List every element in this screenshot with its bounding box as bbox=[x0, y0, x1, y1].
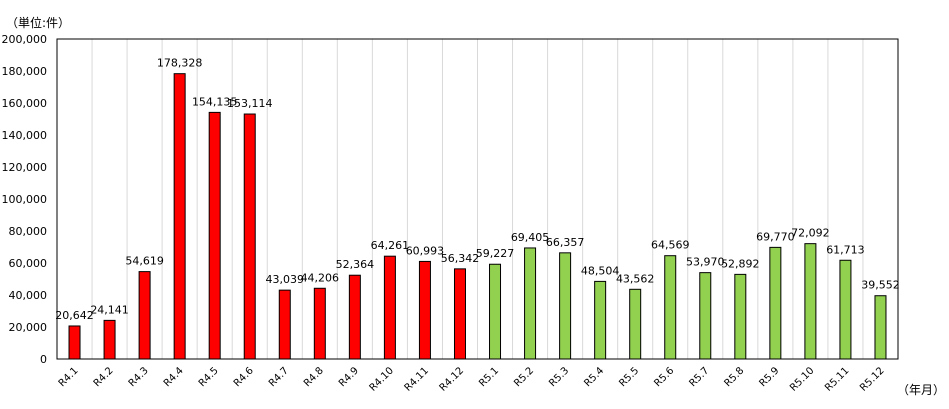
bar-R4.11 bbox=[418, 260, 431, 360]
y-tick-label: 140,000 bbox=[2, 129, 48, 142]
y-tick-label: 40,000 bbox=[9, 289, 48, 302]
bar-R4.12 bbox=[453, 268, 466, 360]
data-label: 48,504 bbox=[581, 264, 620, 277]
x-tick-label: R4.4 bbox=[162, 365, 186, 389]
bar-R4.8 bbox=[313, 287, 326, 360]
y-tick-label: 120,000 bbox=[2, 161, 48, 174]
x-axis-unit-label: （年月） bbox=[897, 383, 946, 397]
plot-border bbox=[56, 38, 899, 360]
bar-R5.9 bbox=[769, 246, 782, 360]
bar-R5.10 bbox=[804, 243, 817, 360]
bar-R5.7 bbox=[699, 272, 712, 360]
x-tick-label: R4.2 bbox=[92, 365, 116, 389]
data-label: 153,114 bbox=[227, 97, 273, 110]
bar-R4.2 bbox=[103, 319, 116, 360]
x-tick-label: R4.7 bbox=[267, 365, 291, 389]
bar-R5.6 bbox=[664, 255, 677, 360]
x-tick-label: R5.8 bbox=[722, 365, 746, 389]
x-tick-label: R5.11 bbox=[823, 365, 851, 393]
y-tick-label: 0 bbox=[40, 353, 47, 366]
x-tick-label: R4.8 bbox=[302, 365, 326, 389]
x-tick-label: R4.1 bbox=[57, 365, 81, 389]
data-label: 54,619 bbox=[125, 255, 164, 268]
bar-R4.3 bbox=[138, 271, 151, 360]
data-label: 56,342 bbox=[441, 252, 480, 265]
bar-R5.1 bbox=[489, 263, 502, 360]
bar-R4.10 bbox=[383, 255, 396, 360]
data-label: 69,770 bbox=[756, 230, 795, 243]
data-label: 43,039 bbox=[266, 273, 305, 286]
data-label: 59,227 bbox=[476, 247, 515, 260]
data-label: 61,713 bbox=[826, 243, 865, 256]
bar-R5.8 bbox=[734, 273, 747, 360]
data-label: 52,892 bbox=[721, 257, 760, 270]
x-tick-label: R5.6 bbox=[652, 365, 676, 389]
x-tick-label: R5.3 bbox=[547, 365, 571, 389]
y-tick-label: 80,000 bbox=[9, 225, 48, 238]
x-tick-label: R4.3 bbox=[127, 365, 151, 389]
bar-R5.2 bbox=[524, 247, 537, 360]
data-label: 24,141 bbox=[90, 303, 129, 316]
bar-R4.5 bbox=[208, 111, 221, 360]
x-tick-label: R4.12 bbox=[438, 365, 466, 393]
x-tick-label: R5.9 bbox=[758, 365, 782, 389]
y-tick-label: 100,000 bbox=[2, 193, 48, 206]
bar-R4.4 bbox=[173, 73, 186, 360]
y-tick-label: 60,000 bbox=[9, 257, 48, 270]
data-label: 66,357 bbox=[546, 236, 585, 249]
bar-R4.7 bbox=[278, 289, 291, 360]
data-label: 60,993 bbox=[406, 244, 445, 257]
x-tick-label: R4.10 bbox=[368, 365, 396, 393]
data-label: 39,552 bbox=[861, 279, 900, 292]
bar-R5.4 bbox=[594, 280, 607, 360]
y-axis-unit-label: （単位:件） bbox=[6, 16, 71, 30]
bar-R4.1 bbox=[68, 325, 81, 360]
y-tick-label: 180,000 bbox=[2, 65, 48, 78]
data-label: 178,328 bbox=[157, 57, 203, 70]
bar-R5.11 bbox=[839, 259, 852, 360]
y-tick-label: 160,000 bbox=[2, 97, 48, 110]
x-tick-label: R4.11 bbox=[403, 365, 431, 393]
x-tick-label: R5.7 bbox=[687, 365, 711, 389]
x-tick-label: R4.9 bbox=[337, 365, 361, 389]
data-label: 154,135 bbox=[192, 95, 238, 108]
bar-R5.12 bbox=[874, 295, 887, 360]
data-label: 44,206 bbox=[301, 271, 340, 284]
bar-R4.9 bbox=[348, 274, 361, 360]
data-label: 72,092 bbox=[791, 227, 830, 240]
x-tick-label: R4.6 bbox=[232, 365, 256, 389]
x-tick-label: R5.12 bbox=[858, 365, 886, 393]
x-tick-label: R5.4 bbox=[582, 365, 606, 389]
data-label: 64,569 bbox=[651, 239, 690, 252]
data-label: 69,405 bbox=[511, 231, 550, 244]
bar-R5.3 bbox=[559, 252, 572, 360]
x-tick-label: R5.2 bbox=[512, 365, 536, 389]
x-tick-label: R4.5 bbox=[197, 365, 221, 389]
data-label: 52,364 bbox=[336, 258, 375, 271]
y-tick-label: 200,000 bbox=[2, 33, 48, 46]
x-tick-label: R5.5 bbox=[617, 365, 641, 389]
data-label: 53,970 bbox=[686, 256, 725, 269]
bar-R5.5 bbox=[629, 288, 642, 360]
y-tick-label: 20,000 bbox=[9, 321, 48, 334]
bar-R4.6 bbox=[243, 113, 256, 360]
data-label: 20,642 bbox=[55, 309, 94, 322]
x-tick-label: R5.1 bbox=[477, 365, 501, 389]
data-label: 64,261 bbox=[371, 239, 410, 252]
data-label: 43,562 bbox=[616, 272, 655, 285]
x-tick-label: R5.10 bbox=[788, 365, 816, 393]
